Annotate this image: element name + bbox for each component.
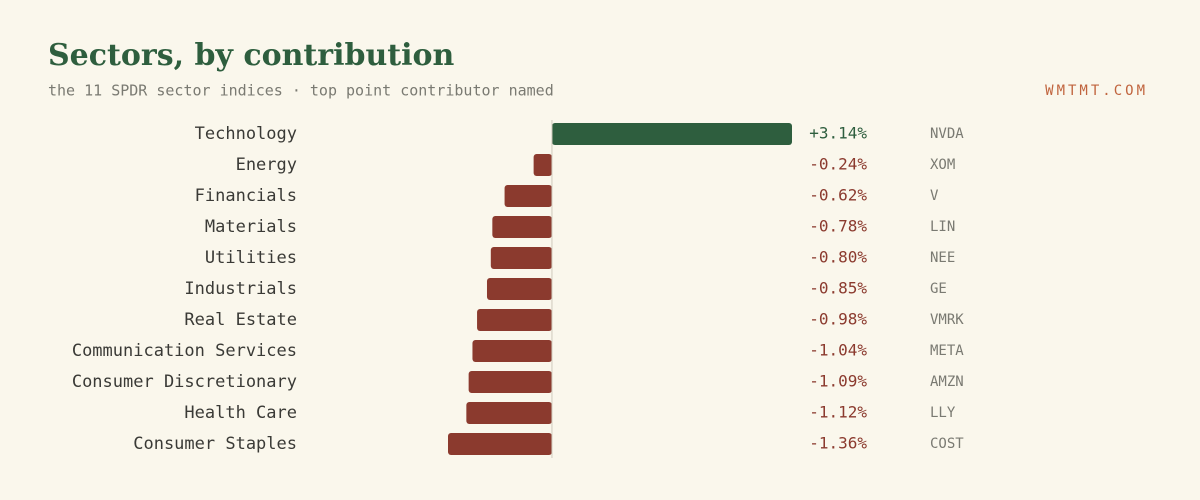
category-label: Energy (236, 155, 297, 175)
bar (551, 123, 792, 145)
value-label: -0.80% (809, 248, 867, 267)
value-label: -0.78% (809, 217, 867, 236)
ticker-label: V (930, 188, 939, 204)
ticker-label: LIN (930, 219, 955, 235)
value-label: +3.14% (809, 124, 867, 143)
ticker-label: VMRK (930, 312, 964, 328)
bar (504, 185, 552, 207)
category-label: Materials (205, 217, 297, 237)
chart-subtitle: the 11 SPDR sector indices · top point c… (48, 82, 554, 100)
chart-title: Sectors, by contribution (48, 38, 455, 73)
ticker-label: COST (930, 436, 964, 452)
ticker-label: AMZN (930, 374, 964, 390)
ticker-label: META (930, 343, 964, 359)
value-label: -0.24% (809, 155, 867, 174)
category-label: Real Estate (184, 310, 297, 330)
category-label: Consumer Staples (133, 434, 297, 454)
bar (533, 154, 552, 176)
bar (466, 402, 552, 424)
bar (477, 309, 552, 331)
value-label: -1.09% (809, 372, 867, 391)
value-label: -1.36% (809, 434, 867, 453)
value-label: -0.98% (809, 310, 867, 329)
category-label: Health Care (184, 403, 297, 423)
source: WMTMT.COM (1045, 83, 1148, 99)
bar (468, 371, 552, 393)
bar (492, 216, 552, 238)
category-label: Communication Services (72, 341, 297, 361)
ticker-label: NEE (930, 250, 955, 266)
ticker-label: LLY (930, 405, 956, 421)
bar (448, 433, 552, 455)
category-label: Consumer Discretionary (72, 372, 297, 392)
value-label: -1.04% (809, 341, 867, 360)
bar (486, 278, 552, 300)
category-label: Financials (195, 186, 297, 206)
ticker-label: XOM (930, 157, 955, 173)
category-label: Technology (195, 124, 297, 144)
value-label: -1.12% (809, 403, 867, 422)
value-label: -0.85% (809, 279, 867, 298)
category-label: Utilities (205, 248, 297, 268)
ticker-label: GE (930, 281, 947, 297)
category-label: Industrials (184, 279, 297, 299)
value-label: -0.62% (809, 186, 867, 205)
bar (490, 247, 552, 269)
ticker-label: NVDA (930, 126, 964, 142)
bar (472, 340, 552, 362)
